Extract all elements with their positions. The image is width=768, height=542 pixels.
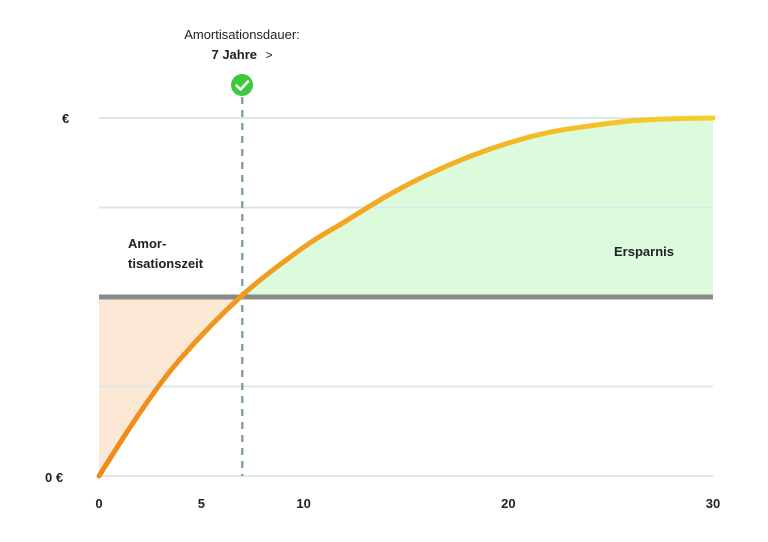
x-tick-label-0: 0 (95, 496, 102, 511)
y-tick-label-top: € (62, 111, 69, 126)
payback-annotation-value: 7 Jahre (211, 47, 257, 62)
y-tick-label-bottom: 0 € (45, 470, 63, 485)
amortization-area (99, 295, 243, 476)
amortization-label-line2: tisationszeit (128, 256, 204, 271)
x-tick-label-30: 30 (706, 496, 720, 511)
amortization-label-line1: Amor- (128, 236, 166, 251)
x-tick-labels: 0 5 10 20 30 (95, 496, 720, 511)
gridlines (99, 117, 713, 477)
savings-curve (96, 115, 716, 479)
savings-label: Ersparnis (614, 244, 674, 259)
check-circle-icon (231, 74, 253, 96)
x-tick-label-5: 5 (198, 496, 205, 511)
x-tick-label-10: 10 (296, 496, 310, 511)
x-tick-label-20: 20 (501, 496, 515, 511)
chevron-right-icon: > (265, 48, 272, 62)
payback-annotation-title: Amortisationsdauer: (184, 27, 300, 42)
payback-annotation-value-line[interactable]: 7 Jahre > (211, 46, 272, 63)
